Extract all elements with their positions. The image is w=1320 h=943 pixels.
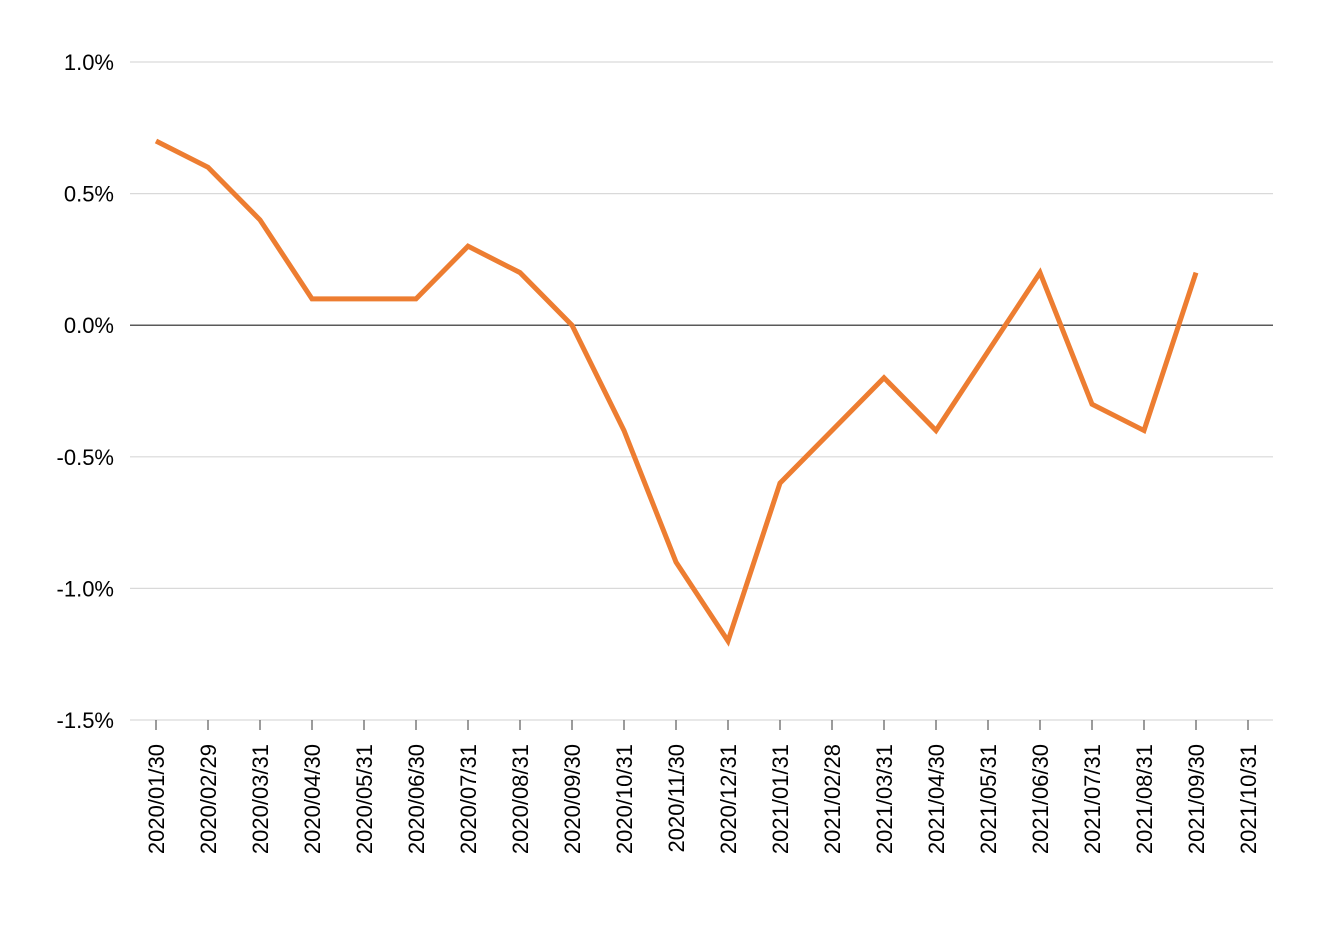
x-tick-label: 2020/02/29 [196, 744, 221, 854]
data-point [570, 323, 575, 328]
x-tick-label: 2020/06/30 [404, 744, 429, 854]
x-tick-label: 2021/07/31 [1080, 744, 1105, 854]
data-point [882, 375, 887, 380]
x-axis [155, 720, 1249, 730]
x-tick-label: 2020/11/30 [664, 744, 689, 852]
data-point [362, 296, 367, 301]
data-point [414, 296, 419, 301]
data-point [726, 639, 731, 644]
data-point [1038, 270, 1043, 275]
x-tick-label: 2020/07/31 [456, 744, 481, 854]
y-tick-label: 0.5% [64, 182, 114, 207]
x-tick-label: 2021/04/30 [924, 744, 949, 854]
x-tick-label: 2020/05/31 [352, 744, 377, 854]
x-tick-label: 2021/01/31 [768, 744, 793, 854]
data-point [466, 244, 471, 249]
x-tick-label: 2021/02/28 [820, 744, 845, 854]
data-point [258, 217, 263, 222]
x-tick-label: 2021/08/31 [1132, 744, 1157, 854]
y-tick-label: -1.5% [57, 708, 114, 733]
x-tick-label: 2021/05/31 [976, 744, 1001, 854]
x-tick-label: 2020/03/31 [248, 744, 273, 854]
y-axis-tick-labels: 1.0% 0.5% 0.0% -0.5% -1.0% -1.5% [57, 50, 114, 733]
series-line [154, 138, 1199, 647]
x-tick-label: 2021/09/30 [1184, 744, 1209, 854]
x-tick-label: 2020/01/30 [144, 744, 169, 854]
data-point [934, 428, 939, 433]
data-point [674, 560, 679, 565]
x-tick-label: 2020/09/30 [560, 744, 585, 854]
x-axis-tick-labels: 2020/01/30 2020/02/29 2020/03/31 2020/04/30… [144, 744, 1261, 854]
x-tick-label: 2020/12/31 [716, 744, 741, 854]
data-point [778, 481, 783, 486]
gridlines [130, 61, 1273, 721]
data-point [1142, 428, 1147, 433]
y-tick-label: 1.0% [64, 50, 114, 75]
y-tick-label: 0.0% [64, 313, 114, 338]
x-tick-label: 2021/03/31 [872, 744, 897, 854]
y-tick-label: -0.5% [57, 445, 114, 470]
x-tick-label: 2020/10/31 [612, 744, 637, 854]
y-tick-label: -1.0% [57, 576, 114, 601]
x-tick-label: 2021/10/31 [1236, 744, 1261, 854]
data-point [1090, 402, 1095, 407]
x-tick-label: 2021/06/30 [1028, 744, 1053, 854]
data-point [830, 428, 835, 433]
x-tick-label: 2020/04/30 [300, 744, 325, 854]
data-point [206, 165, 211, 170]
data-point [310, 296, 315, 301]
data-point [154, 138, 159, 143]
data-point [622, 428, 627, 433]
data-point [986, 349, 991, 354]
x-tick-label: 2020/08/31 [508, 744, 533, 854]
series-layer [154, 138, 1199, 647]
data-point [1194, 270, 1199, 275]
data-point [518, 270, 523, 275]
